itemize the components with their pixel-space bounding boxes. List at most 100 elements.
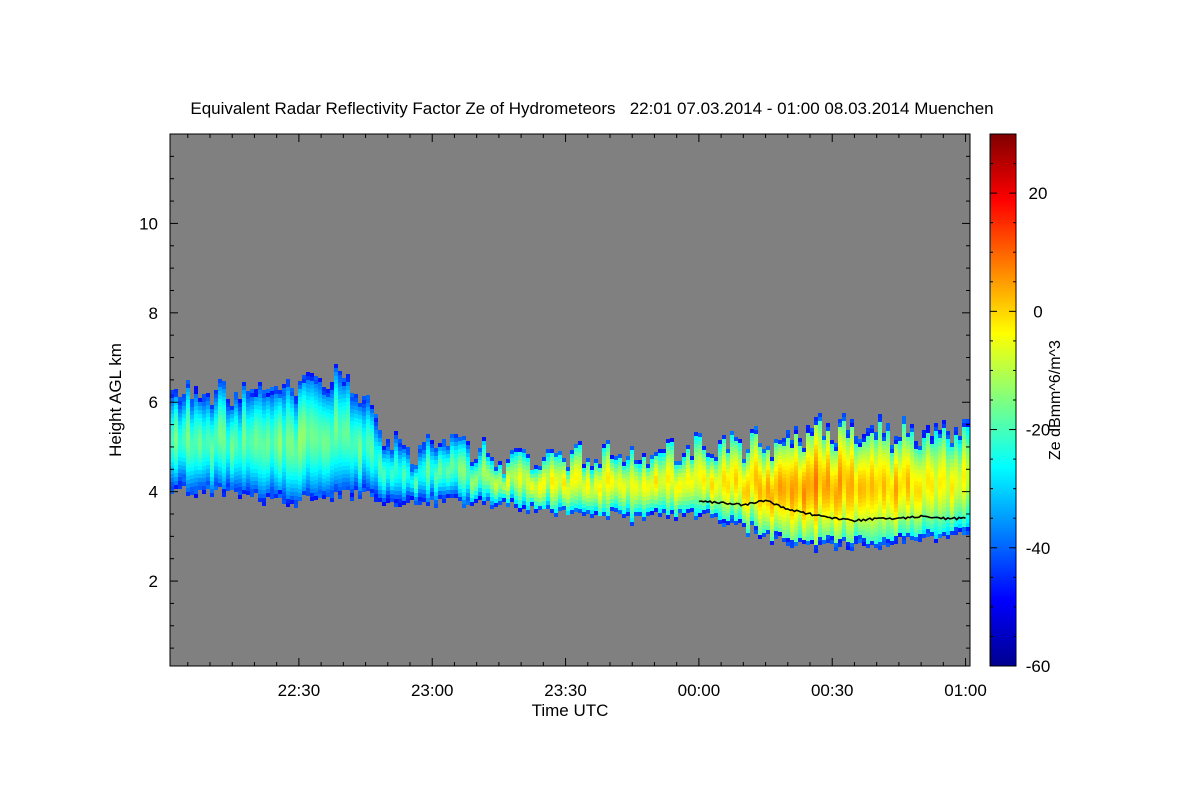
heatmap-cell [570,510,574,514]
heatmap-cell [182,438,186,442]
heatmap-cell [182,482,186,486]
heatmap-cell [698,501,702,505]
heatmap-cell [910,448,914,452]
heatmap-cell [286,411,290,415]
heatmap-cell [594,511,598,515]
heatmap-cell [422,466,426,470]
heatmap-cell [898,517,902,521]
heatmap-cell [658,461,662,465]
heatmap-cell [402,477,406,481]
heatmap-cell [206,421,210,425]
heatmap-cell [790,512,794,516]
heatmap-cell [894,464,898,468]
heatmap-cell [878,546,882,550]
heatmap-cell [842,421,846,425]
heatmap-cell [630,490,634,494]
heatmap-cell [698,433,702,437]
heatmap-cell [818,449,822,453]
heatmap-cell [306,432,310,436]
heatmap-cell [794,454,798,458]
heatmap-cell [374,482,378,486]
heatmap-cell [518,484,522,488]
heatmap-cell [790,452,794,456]
heatmap-cell [878,446,882,450]
heatmap-cell [946,475,950,479]
heatmap-cell [354,446,358,450]
heatmap-cell [902,536,906,540]
heatmap-cell [234,436,238,440]
heatmap-cell [350,397,354,401]
heatmap-cell [350,393,354,397]
heatmap-cell [334,384,338,388]
heatmap-cell [198,458,202,462]
heatmap-cell [902,464,906,468]
heatmap-cell [218,435,222,439]
heatmap-cell [190,451,194,455]
heatmap-cell [582,488,586,492]
heatmap-cell [346,378,350,382]
heatmap-cell [198,414,202,418]
heatmap-cell [762,529,766,533]
heatmap-cell [198,462,202,466]
heatmap-cell [910,520,914,524]
heatmap-cell [830,484,834,488]
heatmap-cell [914,529,918,533]
heatmap-cell [302,379,306,383]
heatmap-cell [834,443,838,447]
heatmap-cell [622,482,626,486]
heatmap-cell [242,482,246,486]
heatmap-cell [622,506,626,510]
heatmap-cell [222,433,226,437]
heatmap-cell [258,418,262,422]
heatmap-cell [258,438,262,442]
heatmap-cell [518,460,522,464]
heatmap-cell [866,428,870,432]
heatmap-cell [854,484,858,488]
heatmap-cell [470,478,474,482]
heatmap-cell [502,486,506,490]
heatmap-cell [298,421,302,425]
heatmap-cell [262,406,266,410]
heatmap-cell [594,491,598,495]
heatmap-cell [606,444,610,448]
heatmap-cell [794,478,798,482]
heatmap-cell [454,446,458,450]
heatmap-cell [806,529,810,533]
heatmap-cell [170,478,174,482]
heatmap-cell [342,474,346,478]
heatmap-cell [866,436,870,440]
heatmap-cell [302,443,306,447]
heatmap-cell [210,457,214,461]
heatmap-cell [186,432,190,436]
heatmap-cell [738,487,742,491]
heatmap-cell [646,484,650,488]
heatmap-cell [682,481,686,485]
heatmap-cell [878,450,882,454]
heatmap-cell [726,489,730,493]
heatmap-cell [654,484,658,488]
heatmap-cell [862,486,866,490]
heatmap-cell [630,458,634,462]
heatmap-cell [802,492,806,496]
heatmap-cell [322,427,326,431]
heatmap-cell [730,475,734,479]
heatmap-cell [746,533,750,537]
heatmap-cell [370,481,374,485]
heatmap-cell [806,541,810,545]
heatmap-cell [286,487,290,491]
heatmap-cell [734,485,738,489]
heatmap-cell [278,454,282,458]
heatmap-cell [922,498,926,502]
heatmap-cell [730,439,734,443]
heatmap-cell [366,439,370,443]
heatmap-cell [458,497,462,501]
heatmap-cell [830,480,834,484]
heatmap-cell [690,488,694,492]
heatmap-cell [626,488,630,492]
heatmap-cell [582,484,586,488]
heatmap-cell [206,425,210,429]
heatmap-cell [358,435,362,439]
heatmap-cell [726,517,730,521]
heatmap-cell [278,470,282,474]
heatmap-cell [666,463,670,467]
